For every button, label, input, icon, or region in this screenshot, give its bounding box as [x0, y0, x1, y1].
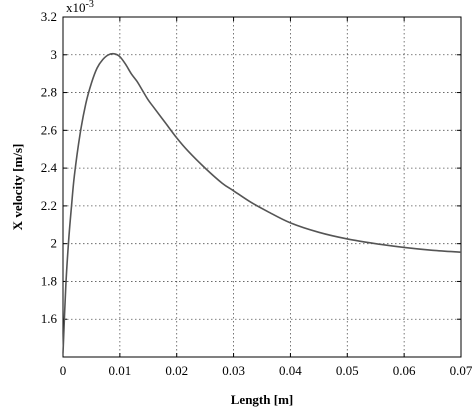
x-tick-label: 0.02 [165, 363, 188, 378]
y-tick-label: 2.8 [41, 85, 57, 100]
x-tick-label: 0.06 [393, 363, 416, 378]
x-tick-label: 0.04 [279, 363, 302, 378]
y-scale-base: x10 [66, 0, 86, 15]
data-series-line [62, 52, 462, 354]
y-axis-label: X velocity [m/s] [10, 144, 25, 231]
y-tick-label: 3.2 [41, 9, 57, 24]
y-tick-label: 3 [51, 47, 58, 62]
x-tick-label: 0.07 [450, 363, 473, 378]
ticks [62, 16, 462, 357]
x-tick-label: 0.01 [108, 363, 131, 378]
x-tick-labels: 0 0.01 0.02 0.03 0.04 0.05 0.06 0.07 [60, 363, 473, 378]
x-tick-label: 0.03 [222, 363, 245, 378]
plot-frame [62, 16, 462, 358]
x-axis-label: Length [m] [231, 392, 293, 407]
y-tick-label: 2.6 [41, 122, 58, 137]
y-tick-label: 1.6 [41, 311, 58, 326]
y-scale-exponent: -3 [86, 0, 94, 10]
y-tick-labels: 1.6 1.8 2 2.2 2.4 2.6 2.8 3 3.2 [41, 9, 58, 326]
y-scale-factor: x10-3 [66, 0, 94, 15]
y-tick-label: 2.2 [41, 198, 57, 213]
x-tick-label: 0 [60, 363, 67, 378]
x-tick-label: 0.05 [336, 363, 359, 378]
y-tick-label: 1.8 [41, 273, 57, 288]
y-tick-label: 2.4 [41, 160, 58, 175]
grid [63, 17, 461, 357]
y-tick-label: 2 [51, 236, 58, 251]
